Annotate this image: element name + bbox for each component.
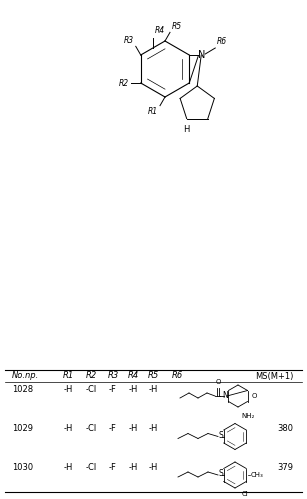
- Text: 1029: 1029: [12, 424, 33, 433]
- Text: -H: -H: [63, 386, 73, 395]
- Text: N: N: [222, 391, 228, 400]
- Text: -Cl: -Cl: [85, 386, 97, 395]
- Text: 1028: 1028: [12, 386, 33, 395]
- Text: CH₃: CH₃: [251, 472, 264, 478]
- Text: R6: R6: [172, 371, 183, 381]
- Text: -H: -H: [148, 424, 158, 433]
- Text: NH₂: NH₂: [241, 414, 255, 420]
- Text: 380: 380: [277, 424, 293, 433]
- Text: 379: 379: [277, 463, 293, 472]
- Text: -H: -H: [128, 386, 138, 395]
- Text: R1: R1: [62, 371, 74, 381]
- Text: S: S: [219, 470, 223, 479]
- Text: R1: R1: [148, 107, 158, 116]
- Text: -H: -H: [128, 463, 138, 472]
- Text: O: O: [215, 379, 221, 385]
- Text: -Cl: -Cl: [85, 463, 97, 472]
- Text: -F: -F: [109, 386, 117, 395]
- Text: -H: -H: [148, 386, 158, 395]
- Text: O: O: [252, 393, 257, 399]
- Text: Cl: Cl: [242, 492, 249, 498]
- Text: -F: -F: [109, 463, 117, 472]
- Text: -H: -H: [148, 463, 158, 472]
- Text: R3: R3: [124, 36, 134, 45]
- Text: R3: R3: [107, 371, 119, 381]
- Text: N: N: [198, 50, 205, 60]
- Text: R6: R6: [217, 37, 227, 46]
- Text: R5: R5: [172, 22, 182, 31]
- Text: R2: R2: [85, 371, 97, 381]
- Text: S: S: [219, 431, 223, 440]
- Text: H: H: [184, 125, 190, 134]
- Text: MS(M+1): MS(M+1): [255, 371, 293, 381]
- Text: -F: -F: [109, 424, 117, 433]
- Text: -H: -H: [63, 424, 73, 433]
- Text: -H: -H: [128, 424, 138, 433]
- Text: -H: -H: [63, 463, 73, 472]
- Text: No.np.: No.np.: [12, 371, 39, 381]
- Text: R2: R2: [119, 78, 129, 87]
- Text: R4: R4: [127, 371, 139, 381]
- Text: -Cl: -Cl: [85, 424, 97, 433]
- Text: R4: R4: [155, 26, 165, 35]
- Text: 1030: 1030: [12, 463, 33, 472]
- Text: R5: R5: [147, 371, 159, 381]
